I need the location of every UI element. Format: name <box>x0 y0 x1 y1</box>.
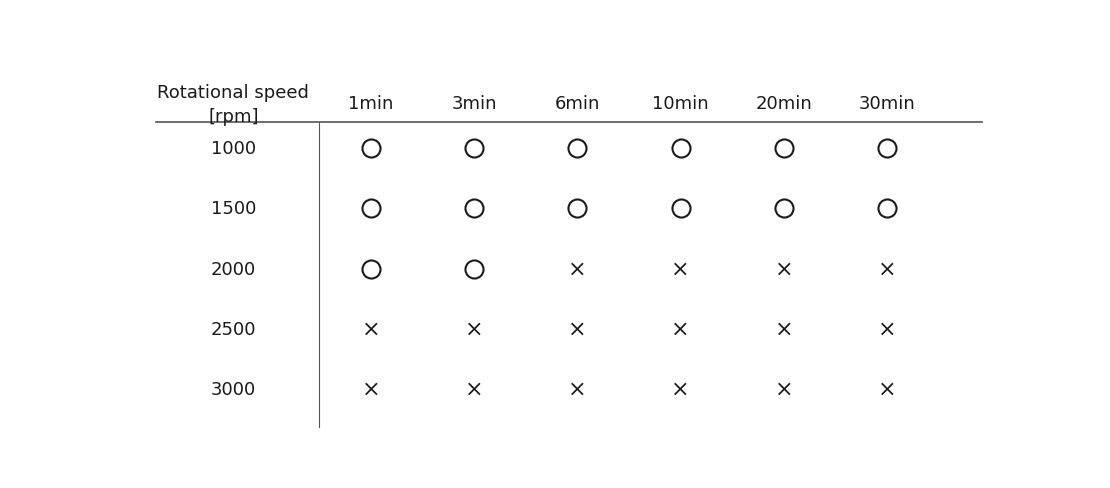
Text: 1min: 1min <box>349 95 394 113</box>
Text: ×: × <box>878 258 897 280</box>
Text: ×: × <box>465 318 484 340</box>
Text: ×: × <box>672 378 690 400</box>
Text: 2000: 2000 <box>211 260 256 278</box>
Text: ×: × <box>775 378 794 400</box>
Text: 3min: 3min <box>452 95 497 113</box>
Text: [rpm]: [rpm] <box>209 108 259 126</box>
Text: 2500: 2500 <box>211 320 256 338</box>
Text: Rotational speed: Rotational speed <box>158 83 310 102</box>
Text: ×: × <box>568 258 587 280</box>
Text: ×: × <box>672 318 690 340</box>
Text: 20min: 20min <box>756 95 813 113</box>
Text: ×: × <box>568 378 587 400</box>
Text: ×: × <box>362 378 381 400</box>
Text: ×: × <box>775 258 794 280</box>
Text: 1500: 1500 <box>211 200 256 218</box>
Text: ×: × <box>672 258 690 280</box>
Text: ×: × <box>568 318 587 340</box>
Text: ×: × <box>465 378 484 400</box>
Text: 30min: 30min <box>859 95 916 113</box>
Text: 1000: 1000 <box>211 140 256 158</box>
Text: 6min: 6min <box>555 95 601 113</box>
Text: ×: × <box>362 318 381 340</box>
Text: 10min: 10min <box>653 95 709 113</box>
Text: ×: × <box>878 318 897 340</box>
Text: ×: × <box>878 378 897 400</box>
Text: 3000: 3000 <box>211 380 256 398</box>
Text: ×: × <box>775 318 794 340</box>
